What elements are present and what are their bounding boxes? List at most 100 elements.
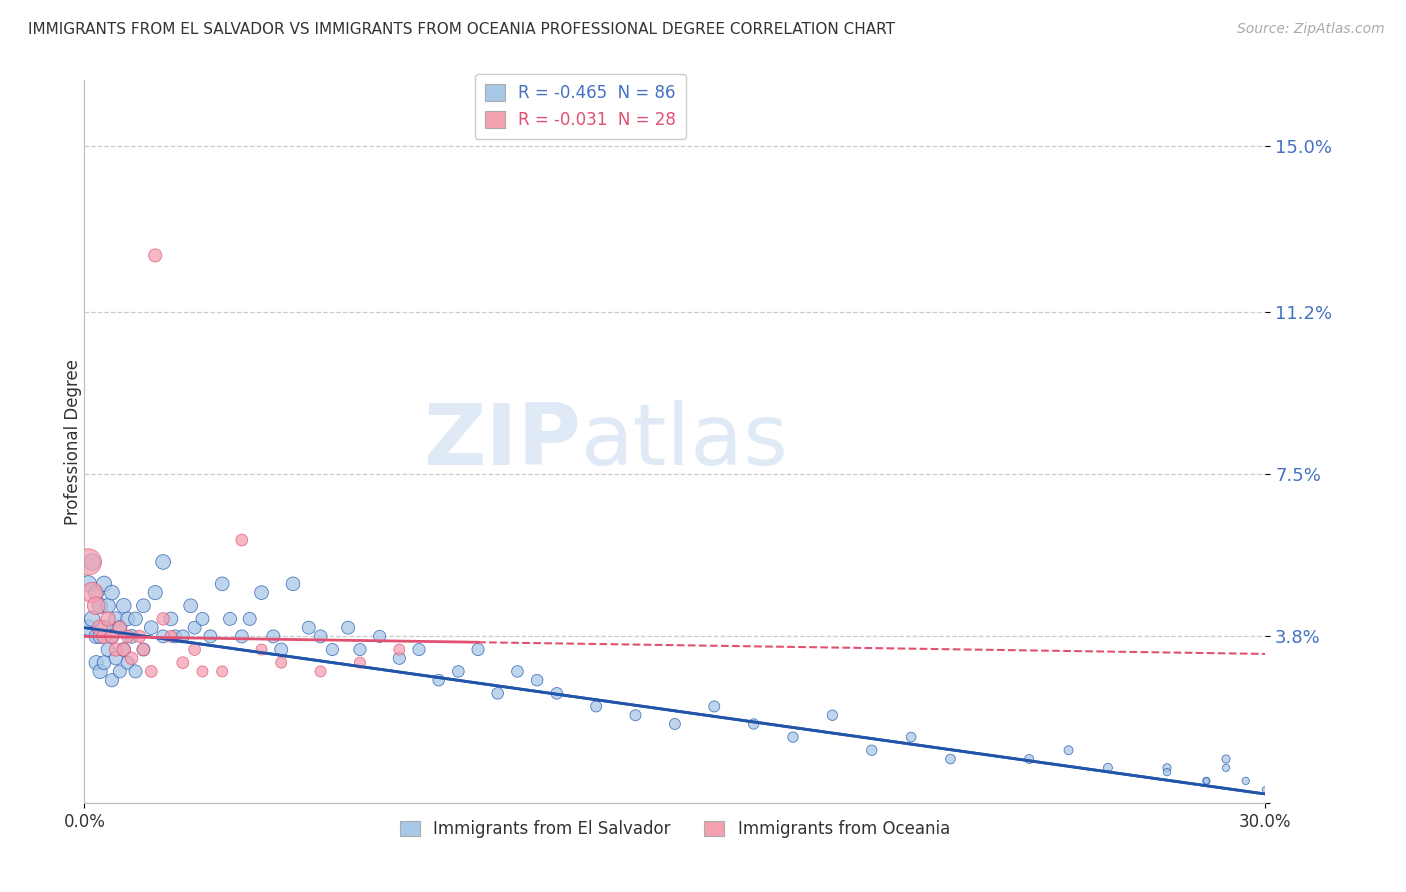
Point [388, 642, 411, 657]
Point [309, 629, 332, 643]
Point [77, 621, 100, 635]
Point [368, 629, 391, 643]
Point [89, 665, 111, 679]
Point [124, 612, 146, 626]
Point [939, 752, 962, 766]
Point [128, 629, 150, 643]
Point [172, 656, 194, 670]
Point [526, 673, 548, 688]
Point [408, 642, 430, 657]
Point [250, 585, 273, 599]
Point [132, 642, 155, 657]
Point [321, 642, 343, 657]
Point [624, 708, 647, 723]
Text: IMMIGRANTS FROM EL SALVADOR VS IMMIGRANTS FROM OCEANIA PROFESSIONAL DEGREE CORRE: IMMIGRANTS FROM EL SALVADOR VS IMMIGRANT… [28, 22, 896, 37]
Point [141, 665, 163, 679]
Point [262, 629, 284, 643]
Point [143, 248, 166, 262]
Point [900, 730, 922, 744]
Point [104, 651, 127, 665]
Point [742, 717, 765, 731]
Point [77, 577, 100, 591]
Point [172, 629, 194, 643]
Point [84, 585, 107, 599]
Point [270, 656, 292, 670]
Point [1195, 773, 1218, 788]
Point [82, 585, 104, 599]
Point [112, 642, 135, 657]
Point [93, 629, 115, 643]
Point [506, 665, 529, 679]
Point [101, 585, 124, 599]
Point [97, 642, 120, 657]
Point [337, 621, 360, 635]
Point [89, 621, 111, 635]
Point [84, 599, 107, 613]
Point [231, 629, 253, 643]
Point [1215, 752, 1237, 766]
Point [89, 629, 111, 643]
Point [1156, 765, 1178, 780]
Y-axis label: Professional Degree: Professional Degree [65, 359, 82, 524]
Point [1195, 773, 1218, 788]
Point [1097, 761, 1119, 775]
Point [309, 665, 332, 679]
Point [250, 642, 273, 657]
Point [782, 730, 804, 744]
Point [108, 665, 131, 679]
Point [585, 699, 607, 714]
Point [104, 612, 127, 626]
Point [89, 599, 111, 613]
Point [101, 673, 124, 688]
Point [219, 612, 242, 626]
Point [447, 665, 470, 679]
Point [703, 699, 725, 714]
Point [93, 577, 115, 591]
Point [82, 612, 104, 626]
Point [1254, 782, 1277, 797]
Point [121, 651, 143, 665]
Text: ZIP: ZIP [423, 400, 581, 483]
Point [143, 585, 166, 599]
Point [349, 642, 371, 657]
Point [191, 612, 214, 626]
Point [821, 708, 844, 723]
Point [239, 612, 262, 626]
Text: atlas: atlas [581, 400, 789, 483]
Point [124, 665, 146, 679]
Point [97, 612, 120, 626]
Point [163, 629, 186, 643]
Point [160, 612, 183, 626]
Point [108, 621, 131, 635]
Point [467, 642, 489, 657]
Point [211, 665, 233, 679]
Point [93, 621, 115, 635]
Point [270, 642, 292, 657]
Point [117, 629, 139, 643]
Point [84, 629, 107, 643]
Point [84, 656, 107, 670]
Point [152, 612, 174, 626]
Point [121, 629, 143, 643]
Point [101, 629, 124, 643]
Point [1215, 761, 1237, 775]
Point [180, 599, 202, 613]
Point [183, 642, 205, 657]
Point [141, 621, 163, 635]
Point [160, 629, 183, 643]
Legend: Immigrants from El Salvador, Immigrants from Oceania: Immigrants from El Salvador, Immigrants … [394, 814, 956, 845]
Point [546, 686, 568, 700]
Point [298, 621, 321, 635]
Point [104, 642, 127, 657]
Point [388, 651, 411, 665]
Point [183, 621, 205, 635]
Point [152, 629, 174, 643]
Point [132, 599, 155, 613]
Point [281, 577, 304, 591]
Point [427, 673, 450, 688]
Point [1057, 743, 1080, 757]
Point [132, 642, 155, 657]
Point [82, 555, 104, 569]
Point [112, 642, 135, 657]
Point [191, 665, 214, 679]
